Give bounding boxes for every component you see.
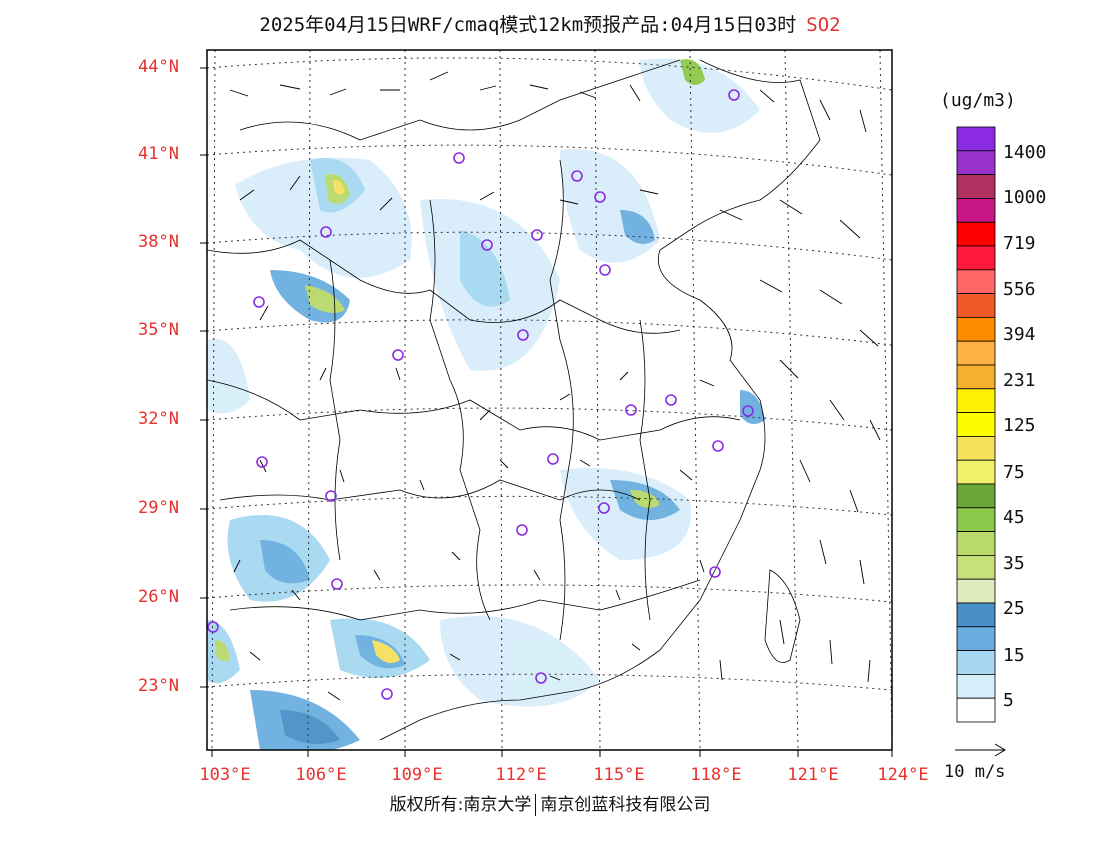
legend-label: 1400 [1003, 142, 1047, 163]
lon-label: 112°E [495, 765, 547, 785]
legend-swatch [956, 531, 996, 556]
lon-label: 103°E [199, 765, 251, 785]
wind-vectors [229, 71, 881, 701]
legend-swatch [956, 126, 996, 152]
lon-label: 118°E [690, 765, 742, 785]
lon-label: 115°E [593, 765, 645, 785]
legend-label: 35 [1003, 553, 1025, 574]
legend-unit: (ug/m3) [940, 90, 1016, 111]
lat-label: 38°N [138, 232, 179, 252]
legend-label: 25 [1003, 598, 1025, 619]
lon-label: 109°E [391, 765, 443, 785]
legend-swatch [956, 364, 996, 390]
legend-swatch [956, 316, 996, 342]
lon-label: 124°E [877, 765, 929, 785]
boundaries [207, 59, 821, 741]
lat-label: 26°N [138, 587, 179, 607]
legend-label: 75 [1003, 462, 1025, 483]
lon-label: 106°E [295, 765, 347, 785]
legend-swatch [956, 626, 996, 651]
legend-swatch [956, 459, 996, 485]
tick-marks [200, 67, 893, 757]
copyright-left: 版权所有:南京大学 [389, 795, 532, 815]
legend-swatch [956, 555, 996, 580]
legend-swatch [956, 650, 996, 675]
legend-label: 1000 [1003, 187, 1047, 208]
legend-label: 231 [1003, 370, 1036, 391]
lat-label: 23°N [138, 676, 179, 696]
legend-swatch [956, 174, 996, 199]
copyright-footer: 版权所有:南京大学 南京创蓝科技有限公司 [0, 790, 1100, 816]
legend-label: 5 [1003, 690, 1014, 711]
legend-swatch [956, 150, 996, 176]
legend-label: 719 [1003, 233, 1036, 254]
legend-label: 45 [1003, 507, 1025, 528]
legend-swatch [956, 578, 996, 604]
legend-color-bar [956, 126, 996, 723]
legend-swatch [956, 435, 996, 461]
lat-label: 35°N [138, 320, 179, 340]
legend-swatch [956, 507, 996, 532]
legend-swatch [956, 412, 996, 437]
lat-label: 29°N [138, 498, 179, 518]
vector-reference-arrow [955, 743, 1006, 757]
copyright-right: 南京创蓝科技有限公司 [540, 795, 711, 815]
pollutant-label: SO2 [806, 14, 841, 36]
legend-swatch [956, 269, 996, 294]
legend-swatch [956, 293, 996, 318]
title-text: 2025年04月15日WRF/cmaq模式12km预报产品:04月15日03时 [259, 14, 797, 36]
lon-label: 121°E [787, 765, 839, 785]
legend-swatch [956, 674, 996, 699]
legend-swatch [956, 197, 996, 223]
legend-label: 556 [1003, 279, 1036, 300]
legend-swatch [956, 388, 996, 413]
footer-divider [535, 794, 537, 816]
legend-swatch [956, 483, 996, 509]
chart-title: 2025年04月15日WRF/cmaq模式12km预报产品:04月15日03时 S… [0, 10, 1100, 37]
legend-label: 125 [1003, 415, 1036, 436]
legend-swatch [956, 697, 996, 723]
legend-label: 15 [1003, 645, 1025, 666]
map-frame [206, 49, 893, 751]
graticule [207, 50, 892, 750]
legend-swatch [956, 221, 996, 247]
legend-label: 394 [1003, 324, 1036, 345]
lat-label: 41°N [138, 144, 179, 164]
concentration-field [207, 58, 765, 750]
legend-swatch [956, 340, 996, 366]
lat-label: 44°N [138, 57, 179, 77]
vector-scale-label: 10 m/s [944, 762, 1006, 782]
city-markers [207, 89, 754, 700]
lat-label: 32°N [138, 409, 179, 429]
legend-swatch [956, 602, 996, 628]
legend-swatch [956, 245, 996, 271]
